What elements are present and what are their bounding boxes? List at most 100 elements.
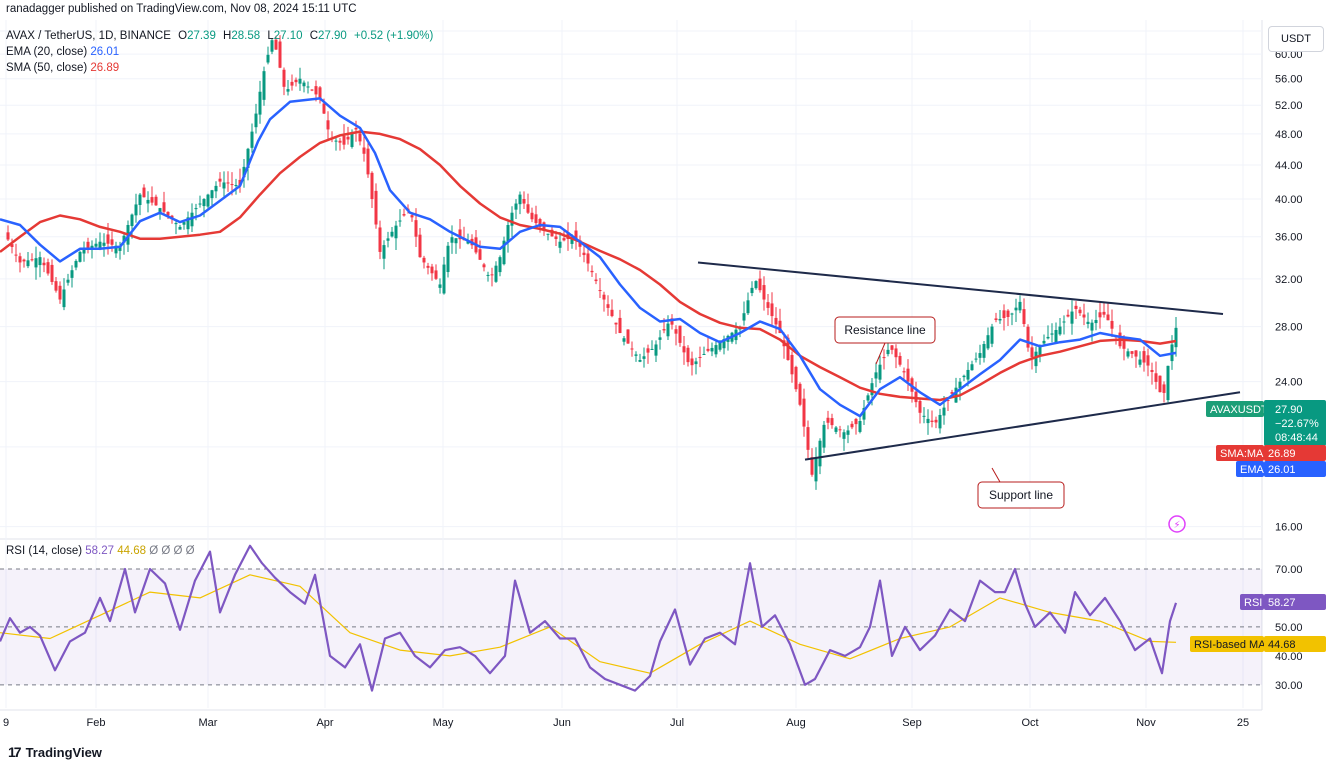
candle-body [282,69,286,87]
candle-body [1086,321,1090,324]
candle-body [786,337,790,361]
candle-body [942,407,946,416]
candle-body [294,79,298,83]
candle-body [1034,351,1038,367]
alert-icon [1168,515,1186,533]
candle-body [450,237,454,243]
candle-body [274,39,278,50]
candle-body [918,400,922,413]
candle-body [202,199,206,207]
candle-body [1098,312,1102,318]
candle-body [106,234,110,244]
candle-body [814,457,818,482]
rsi-line [0,544,1178,692]
price-tick-label: 48.00 [1275,129,1303,141]
candle-body [26,260,30,267]
low-value: 27.10 [273,30,303,42]
candle-body [626,329,630,344]
ema-tag: EMA [1240,464,1265,476]
publisher-line: ranadagger published on TradingView.com,… [6,3,357,15]
ema-tag-bg [1236,461,1264,477]
time-tick-label: 25 [1237,717,1249,729]
candle-body [306,86,310,88]
sma-legend[interactable]: SMA (50, close) 26.89 [6,62,120,74]
candle-body [22,259,26,262]
candle-body [1014,307,1018,311]
candle-body [950,392,954,394]
sma-value: 26.89 [90,62,120,74]
tradingview-logo-icon: 17 [8,744,22,760]
candle-body [70,270,74,278]
candle-body [290,81,294,86]
candle-body [702,353,706,355]
candle-body [622,338,626,342]
candle-body [1158,375,1162,393]
rsi-ma-value: 44.68 [117,545,147,557]
candle-body [1130,351,1134,354]
candle-body [810,457,814,475]
price-tick-label: 52.00 [1275,100,1303,112]
time-tick-label: Aug [786,717,806,729]
candle-body [366,148,370,175]
candle-body [358,133,362,142]
candle-body [410,215,414,218]
candle-body [46,262,50,274]
candle-body [1134,350,1138,357]
price-tick-label: 44.00 [1275,160,1303,172]
candle-body [1162,384,1166,393]
candle-body [582,252,586,256]
candle-body [538,219,542,227]
time-tick-label: May [433,717,454,729]
candle-body [938,414,942,429]
candle-body [758,278,762,291]
candle-body [314,86,318,95]
candle-body [1146,355,1150,366]
candle-body [522,199,526,204]
candle-body [642,356,646,359]
candle-body [682,346,686,353]
candle-body [110,239,114,245]
candle-body [66,279,70,283]
candle-body [246,148,250,168]
time-tick-label: Mar [199,717,218,729]
candle-body [882,357,886,359]
candle-body [270,40,274,52]
avaxusdt-tag-bg [1206,401,1264,417]
price-tick-label: 60.00 [1275,49,1303,61]
candle-body [610,309,614,317]
last-price-value: 27.90 [1275,404,1303,416]
candle-body [694,361,698,365]
candle-body [242,166,246,178]
candle-body [722,339,726,349]
ema-legend[interactable]: EMA (20, close) 26.01 [6,46,120,58]
candle-body [838,429,842,431]
candle-body [830,418,834,426]
candle-body [182,222,186,225]
candle-body [1082,314,1086,318]
candle-body [1006,310,1010,317]
candle-body [362,147,366,154]
candle-body [1110,320,1114,329]
time-tick-label: Jun [553,717,571,729]
candle-body [514,203,518,210]
candle-body [430,266,434,274]
candle-body [414,220,418,237]
candle-body [1010,313,1014,315]
candle-body [498,257,502,273]
rsi-legend[interactable]: RSI (14, close) 58.27 44.68 Ø Ø Ø Ø [6,545,195,557]
candle-body [526,204,530,213]
candle-body [206,194,210,207]
candle-body [990,326,994,344]
change-value: +0.52 (+1.90%) [354,30,434,42]
candle-body [254,113,258,128]
candle-body [386,238,390,241]
currency-button[interactable]: USDT [1268,26,1324,52]
candle-body [346,136,350,140]
candle-body [598,290,602,292]
candle-body [142,187,146,198]
candle-body [158,208,162,213]
candle-body [966,369,970,380]
candle-body [874,372,878,379]
countdown-value: 08:48:44 [1275,432,1318,444]
